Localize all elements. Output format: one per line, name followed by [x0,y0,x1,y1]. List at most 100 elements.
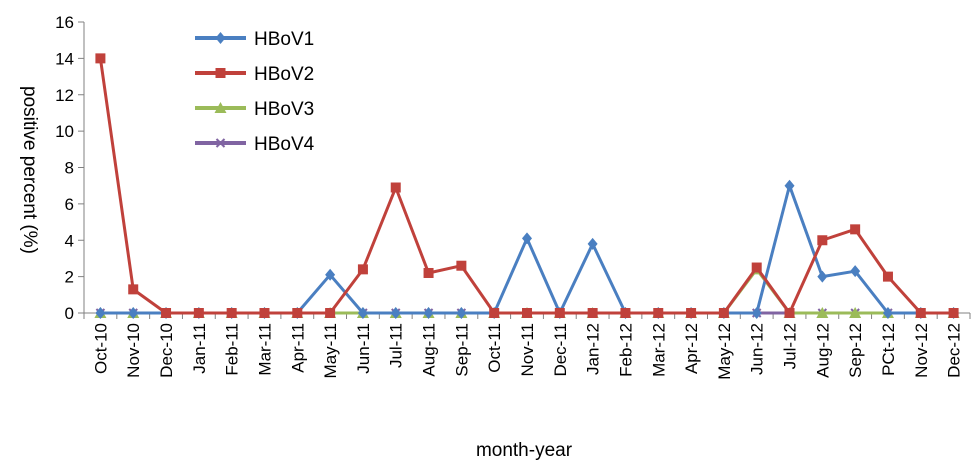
data-point [390,182,401,193]
x-axis-title: month-year [476,440,573,461]
x-tick-label: Oct-10 [91,323,110,374]
data-point [161,308,172,318]
legend-marker [215,32,226,44]
data-point [554,308,565,318]
x-tick-label: Nov-12 [912,323,931,378]
data-point [850,224,861,235]
data-point [882,307,893,319]
y-tick-label: 14 [55,49,74,68]
data-point [489,308,500,318]
y-tick-label: 16 [55,13,74,32]
data-point [653,308,664,318]
x-tick-label: Mar-12 [649,323,668,377]
data-point [128,284,139,295]
data-point [325,308,336,318]
x-tick-label: Dec-10 [157,323,176,378]
x-tick-label: Oct-11 [485,323,504,373]
y-tick-label: 0 [65,304,74,323]
data-point [784,179,795,192]
legend-marker [215,138,226,148]
data-point [784,308,795,318]
x-tick-label: Sep-11 [452,323,471,377]
series-hbov1 [95,179,959,319]
data-point [620,308,631,318]
data-point [587,308,598,318]
x-tick-label: Aug-11 [420,323,439,377]
data-point [751,307,762,319]
data-point [423,267,434,278]
legend-item-hbov2: HBoV2 [195,64,314,85]
legend-label: HBoV1 [254,29,314,50]
series-line [100,184,954,315]
x-tick-label: Sep-12 [846,323,865,378]
data-point [226,308,237,318]
x-tick-label: Apr-11 [288,323,307,373]
data-point [751,262,762,273]
data-point [259,308,270,318]
data-point [193,308,204,318]
x-tick-label: Aug-12 [813,323,832,378]
data-point [357,264,368,275]
legend-marker [215,68,226,78]
x-tick-label: Feb-12 [616,323,635,377]
legend: HBoV1 HBoV2 HBoV3 HBoV4 [195,29,315,155]
data-point [915,308,926,318]
data-point [686,308,697,318]
x-tick-label: Jan-11 [190,323,209,374]
x-tick-label: Jul-12 [781,323,800,369]
data-point [817,270,828,283]
y-tick-label: 2 [65,268,74,287]
legend-item-hbov3: HBoV3 [195,99,314,120]
data-point [849,307,862,318]
data-point [292,308,303,318]
data-point [850,265,861,278]
y-tick-label: 8 [65,159,74,178]
x-tick-label: May-12 [715,323,734,380]
x-tick-label: Jun-12 [748,323,767,375]
data-point [882,271,893,282]
x-tick-label: Nov-10 [124,323,143,378]
x-tick-label: Feb-11 [223,323,242,376]
data-point [423,307,434,319]
legend-label: HBoV4 [254,134,315,155]
legend-item-hbov1: HBoV1 [195,29,314,50]
x-tick-label: Nov-11 [518,323,537,377]
data-point [456,260,467,271]
legend-label: HBoV2 [254,64,314,85]
legend-label: HBoV3 [254,99,314,120]
data-point [948,308,959,318]
x-tick-label: May-11 [321,323,340,378]
y-axis-title: positive percent (%) [19,86,40,254]
x-tick-label: Jan-12 [584,323,603,375]
axes: 0 2 4 6 8 10 12 14 16 Oct-10 Nov-10 Dec-10 Jan-11 Feb… [55,13,971,380]
x-tick-label: Mar-11 [255,323,274,376]
data-point [456,307,467,319]
x-tick-label: Apr-12 [682,323,701,374]
x-tick-label: PCt-12 [879,323,898,376]
x-tick-label: Dec-12 [945,323,964,378]
data-point [128,307,139,319]
series-hbov2 [95,53,959,318]
data-point [95,307,106,319]
data-point [587,237,598,250]
data-point [95,53,106,64]
data-point [357,307,368,319]
data-point [816,307,829,318]
x-tick-label: Jul-11 [387,323,406,368]
series-layer [94,53,960,319]
legend-item-hbov4: HBoV4 [195,134,315,155]
data-point [817,235,828,246]
x-tick-label: Jun-11 [354,323,373,374]
data-point [325,268,336,281]
data-point [718,308,729,318]
y-tick-label: 4 [65,231,74,250]
data-point [522,232,532,245]
y-tick-label: 12 [55,86,74,105]
x-tick-label: Dec-11 [551,323,570,377]
y-tick-label: 6 [65,195,74,214]
data-point [522,308,532,318]
data-point [390,307,401,319]
legend-marker [214,102,227,113]
y-tick-label: 10 [55,122,74,141]
